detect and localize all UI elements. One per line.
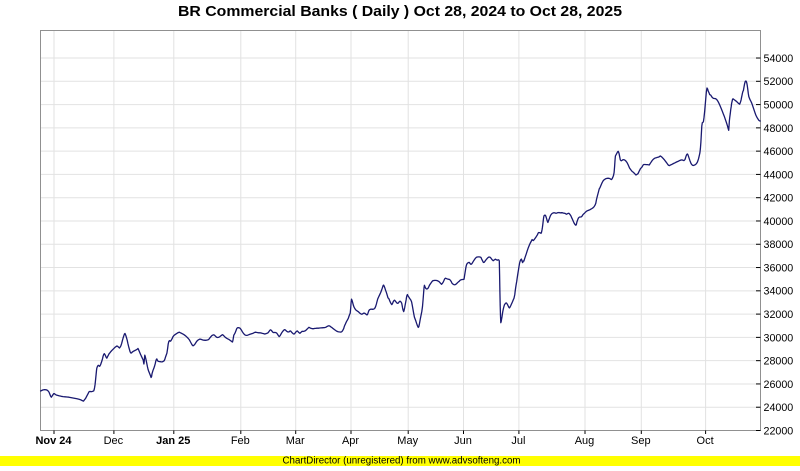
svg-text:52000: 52000: [764, 76, 794, 88]
svg-text:38000: 38000: [764, 239, 794, 251]
svg-text:46000: 46000: [764, 146, 794, 158]
svg-text:34000: 34000: [764, 286, 794, 298]
svg-text:Jul: Jul: [511, 435, 525, 447]
svg-text:Oct: Oct: [697, 435, 714, 447]
svg-text:42000: 42000: [764, 193, 794, 205]
svg-text:30000: 30000: [764, 332, 794, 344]
svg-text:48000: 48000: [764, 123, 794, 135]
svg-text:32000: 32000: [764, 309, 794, 321]
svg-text:26000: 26000: [764, 379, 794, 391]
svg-text:54000: 54000: [764, 53, 794, 65]
svg-text:24000: 24000: [764, 402, 794, 414]
svg-text:50000: 50000: [764, 99, 794, 111]
svg-text:Sep: Sep: [631, 435, 651, 447]
svg-text:Dec: Dec: [104, 435, 124, 447]
svg-text:Jan 25: Jan 25: [156, 435, 190, 447]
svg-text:36000: 36000: [764, 262, 794, 274]
svg-text:Aug: Aug: [575, 435, 595, 447]
svg-text:Jun: Jun: [454, 435, 472, 447]
svg-text:40000: 40000: [764, 216, 794, 228]
svg-text:28000: 28000: [764, 356, 794, 368]
svg-text:May: May: [397, 435, 418, 447]
svg-text:Mar: Mar: [286, 435, 305, 447]
svg-text:Nov 24: Nov 24: [35, 435, 72, 447]
svg-text:Feb: Feb: [231, 435, 250, 447]
svg-text:BR Commercial Banks ( Daily ): BR Commercial Banks ( Daily ) Oct 28, 20…: [178, 4, 622, 20]
svg-text:22000: 22000: [764, 425, 794, 437]
svg-text:Apr: Apr: [342, 435, 359, 447]
svg-text:44000: 44000: [764, 169, 794, 181]
svg-text:ChartDirector (unregistered) f: ChartDirector (unregistered) from www.ad…: [283, 456, 521, 467]
